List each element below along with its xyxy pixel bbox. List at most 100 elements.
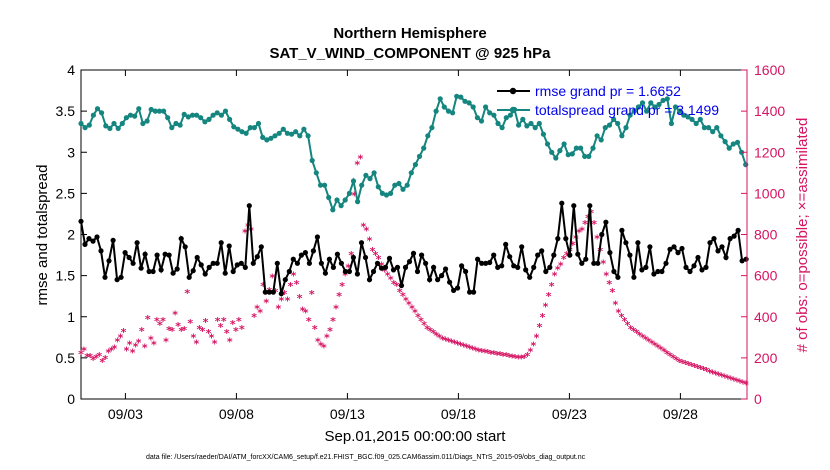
obs-marker: * — [318, 340, 324, 353]
obs-marker: * — [521, 352, 527, 365]
obs-marker: * — [360, 220, 366, 233]
obs-marker: * — [488, 348, 494, 361]
spread-point — [619, 133, 625, 139]
spread-point — [639, 100, 646, 106]
spread-point — [206, 116, 212, 122]
spread-point — [107, 125, 113, 131]
rmse-point — [671, 244, 677, 250]
spread-point — [293, 129, 299, 135]
spread-point — [264, 137, 270, 143]
rmse-point — [535, 252, 541, 258]
y-tick-label: 0.5 — [56, 350, 76, 366]
spread-point — [173, 120, 179, 127]
obs-marker: * — [348, 249, 354, 262]
rmse-point — [567, 252, 573, 258]
spread-point — [222, 108, 229, 114]
rmse-point — [242, 264, 248, 270]
rmse-point — [130, 260, 136, 266]
obs-marker: * — [713, 368, 719, 381]
obs-marker: * — [312, 323, 318, 336]
rmse-point — [507, 254, 513, 260]
x-tick-label: 09/28 — [663, 406, 698, 422]
obs-marker: * — [175, 320, 181, 333]
rmse-point — [611, 268, 617, 275]
rmse-point — [314, 234, 320, 240]
rmse-point — [330, 264, 336, 270]
obs-marker: * — [534, 331, 540, 344]
obs-marker: * — [467, 343, 473, 356]
obs-marker: * — [728, 373, 734, 386]
rmse-point — [519, 244, 525, 250]
obs-marker: * — [509, 351, 515, 364]
rmse-point — [587, 203, 593, 209]
obs-marker: * — [145, 313, 151, 326]
obs-marker: * — [157, 319, 163, 332]
rmse-point — [635, 240, 641, 246]
rmse-point — [322, 270, 328, 276]
y-tick-label: 1 — [67, 309, 75, 325]
rmse-point — [743, 256, 749, 262]
obs-marker: * — [115, 335, 121, 348]
rmse-point — [290, 256, 296, 262]
spread-point — [507, 112, 513, 118]
spread-point — [408, 170, 414, 176]
rmse-point — [735, 227, 741, 233]
rmse-point — [639, 267, 645, 273]
rmse-point — [202, 271, 208, 277]
spread-point — [635, 104, 642, 110]
rmse-point — [382, 264, 389, 270]
spread-point — [152, 108, 158, 114]
rmse-point — [727, 236, 733, 242]
obs-marker: * — [688, 360, 694, 373]
obs-marker: * — [515, 352, 521, 365]
rmse-point — [695, 254, 701, 261]
rmse-point — [603, 219, 609, 225]
obs-marker: * — [552, 270, 558, 283]
rmse-point — [643, 264, 649, 270]
rmse-point — [222, 270, 228, 276]
obs-marker: * — [479, 346, 485, 359]
obs-marker: * — [449, 336, 455, 349]
obs-marker: * — [470, 344, 476, 357]
obs-marker: * — [658, 344, 664, 357]
rmse-point — [106, 258, 112, 264]
spread-point — [255, 120, 262, 127]
spread-point — [474, 115, 480, 121]
obs-marker: * — [664, 348, 670, 361]
obs-marker: * — [455, 339, 461, 352]
spread-point — [342, 197, 348, 203]
obs-marker: * — [710, 367, 716, 380]
obs-marker: * — [543, 300, 549, 313]
spread-point — [722, 139, 728, 145]
spread-point — [272, 133, 278, 139]
obs-marker: * — [233, 325, 239, 338]
obs-marker: * — [579, 224, 585, 237]
rmse-point — [94, 234, 100, 240]
rmse-point — [463, 268, 469, 275]
rmse-point — [190, 268, 196, 274]
rmse-point — [286, 268, 292, 275]
spread-point — [416, 153, 423, 159]
obs-marker: * — [421, 319, 427, 332]
rmse-point — [206, 264, 212, 270]
rmse-point — [298, 252, 304, 258]
obs-marker: * — [218, 321, 224, 334]
rmse-point — [423, 260, 429, 266]
spread-point — [94, 106, 101, 112]
spread-point — [198, 115, 204, 121]
spread-point — [127, 112, 134, 118]
obs-marker: * — [439, 333, 445, 346]
spread-point — [730, 141, 736, 147]
obs-marker: * — [424, 323, 430, 336]
rmse-point — [158, 267, 164, 273]
rmse-point — [467, 289, 473, 295]
spread-point — [664, 96, 670, 102]
spread-point — [656, 101, 662, 108]
obs-marker: * — [236, 315, 242, 328]
spread-point — [598, 137, 604, 143]
spread-point — [462, 98, 468, 104]
spread-point — [322, 182, 328, 188]
spread-point — [689, 116, 695, 122]
rmse-point — [162, 251, 168, 257]
obs-marker: * — [670, 352, 676, 365]
